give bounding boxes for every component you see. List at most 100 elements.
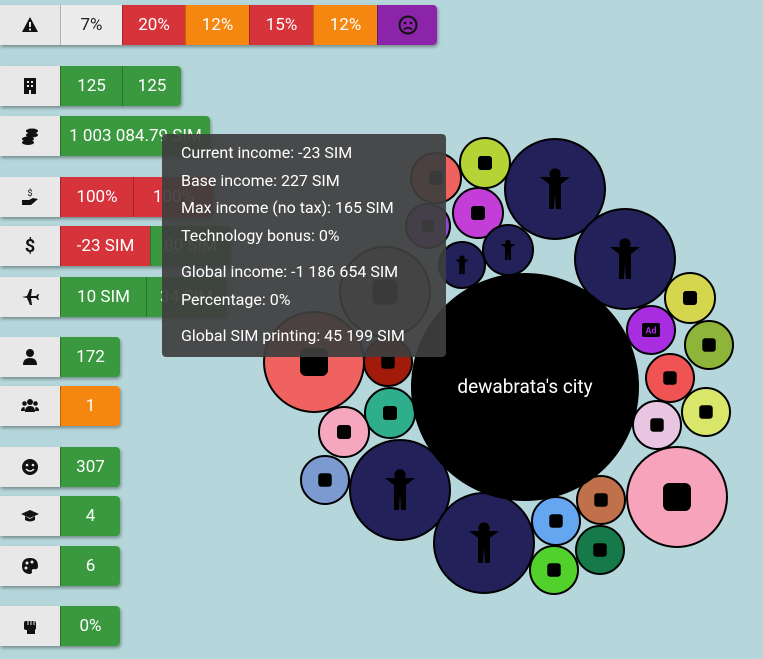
icon: $ [25, 237, 35, 255]
district-bubble [574, 208, 676, 310]
stat-icon [0, 496, 60, 536]
bubble-icon [663, 483, 691, 511]
district-bubble [684, 320, 734, 370]
bubble-icon [381, 355, 395, 369]
icon [23, 349, 37, 365]
district-bubble [529, 545, 579, 595]
bubble-icon [549, 514, 563, 528]
icon [21, 399, 39, 412]
bubble-icon [547, 563, 561, 577]
stat-value: -23 SIM [60, 226, 150, 266]
bubble-icon [505, 239, 511, 246]
stat-icon: $ [0, 177, 60, 217]
city-bubble [411, 273, 639, 501]
icon [398, 15, 417, 35]
bubble-icon [385, 478, 415, 510]
tooltip-line: Global income: -1 186 654 SIM [181, 262, 399, 281]
mood-icon [377, 5, 437, 45]
stat-icon: $ [0, 226, 60, 266]
bubble-icon [642, 323, 660, 337]
bubble-icon [469, 531, 499, 563]
stat-icon [0, 606, 60, 646]
icon [22, 459, 38, 475]
stat-value: 12% [313, 5, 377, 45]
stat-icon [0, 386, 60, 426]
svg-text:$: $ [25, 237, 35, 255]
stat-value: 12% [185, 5, 249, 45]
stat-row: 307 [0, 447, 120, 487]
district-bubble [664, 272, 716, 324]
icon [22, 17, 38, 32]
bubble-icon [471, 206, 485, 220]
district-bubble [531, 496, 581, 546]
stat-value: 6 [60, 546, 120, 586]
bubble-icon [663, 371, 677, 385]
icon: $ [22, 188, 38, 205]
city-name: dewabrata's city [457, 375, 592, 398]
bubble-icon [683, 291, 697, 305]
stat-row: 1 003 084.79 SIM [0, 116, 210, 156]
icon [24, 78, 36, 94]
ad-label: Ad [645, 327, 656, 337]
stat-row: 0% [0, 606, 120, 646]
bubble-icon [702, 338, 716, 352]
stat-value: 125 [60, 66, 122, 106]
stat-row: 7% 20% 12% 15% 12% [0, 5, 437, 45]
stat-icon [0, 337, 60, 377]
stat-value: 307 [60, 447, 120, 487]
tooltip-line: Percentage: 0% [181, 289, 291, 309]
bubble-icon [478, 156, 492, 170]
bubble-icon [478, 522, 490, 534]
district-bubble [300, 455, 350, 505]
stat-value: 20% [122, 5, 185, 45]
stat-value: 0% [60, 606, 120, 646]
tooltip-line: Current income: -23 SIM [181, 143, 353, 162]
icon [22, 558, 38, 574]
stat-value: 1 [60, 386, 120, 426]
district-bubble [626, 446, 728, 548]
stat-row: 125 125 [0, 66, 181, 106]
bubble-icon [383, 406, 397, 420]
district-bubble [459, 137, 511, 189]
stat-icon [0, 447, 60, 487]
stat-value: 15% [249, 5, 313, 45]
bubble-icon [650, 418, 664, 432]
bubble-icon [455, 259, 469, 275]
district-bubble [349, 439, 451, 541]
icon [21, 510, 39, 522]
district-bubble [433, 492, 535, 594]
tooltip-line: Max income (no tax): 165 SIM [181, 198, 394, 217]
district-bubble [576, 475, 626, 525]
stat-value: 4 [60, 496, 120, 536]
district-bubble: Ad [626, 305, 676, 355]
icon [22, 289, 39, 305]
stat-row: 4 [0, 496, 120, 536]
district-bubble [482, 224, 534, 276]
stat-icon [0, 546, 60, 586]
bubble-icon [337, 425, 351, 439]
stat-row: 1 [0, 386, 120, 426]
svg-text:$: $ [27, 188, 32, 199]
stat-value: 172 [60, 337, 120, 377]
stat-value: 125 [122, 66, 181, 106]
stat-row: 6 [0, 546, 120, 586]
stat-icon [0, 116, 60, 156]
tooltip-line: Technology bonus: 0% [181, 225, 340, 245]
bubble-icon [459, 255, 465, 261]
district-bubble [645, 353, 695, 403]
district-bubble [452, 187, 504, 239]
bubble-icon [394, 469, 406, 481]
bubble-icon [549, 168, 561, 180]
district-bubble [504, 138, 606, 240]
bubble-icon [699, 405, 713, 419]
bubble-icon [540, 177, 570, 209]
bubble-icon [318, 473, 332, 487]
district-bubble [632, 400, 682, 450]
icon [24, 621, 36, 634]
bubble-icon [619, 238, 631, 250]
district-bubble [438, 241, 486, 289]
district-bubble [575, 525, 625, 575]
